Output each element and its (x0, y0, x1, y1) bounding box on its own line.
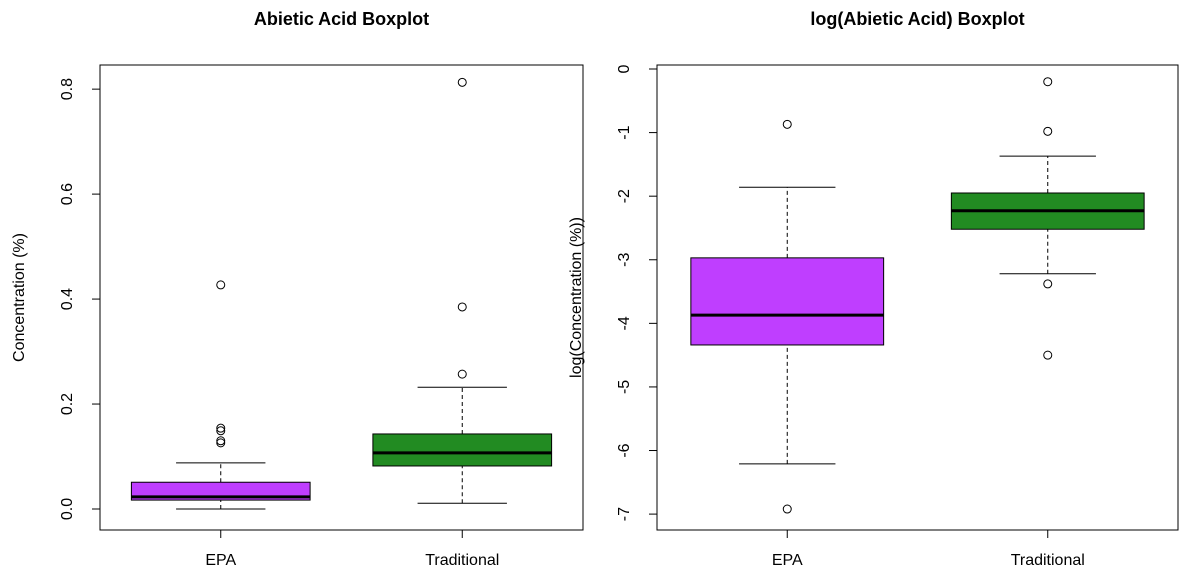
box (690, 257, 885, 346)
y-tick-label: -1 (616, 125, 633, 139)
chart-title: log(Abietic Acid) Boxplot (810, 9, 1024, 29)
y-tick-label: 0.0 (59, 498, 76, 520)
y-tick-label: -5 (616, 380, 633, 394)
outlier (216, 436, 226, 446)
x-tick-label: Traditional (425, 552, 499, 569)
outlier (216, 280, 226, 290)
outlier (457, 77, 467, 87)
x-tick-label: Traditional (1011, 552, 1085, 569)
x-tick-label: EPA (205, 552, 236, 569)
y-tick-label: 0.6 (59, 183, 76, 205)
y-axis-label: Concentration (%) (11, 233, 28, 362)
y-tick-label: -3 (616, 253, 633, 267)
y-tick-label: 0.2 (59, 393, 76, 415)
plot-frame (99, 64, 584, 531)
y-tick-label: 0.8 (59, 78, 76, 100)
outlier (457, 369, 467, 379)
y-tick-label: -4 (616, 316, 633, 330)
x-tick-label: EPA (772, 552, 803, 569)
y-tick-label: 0.4 (59, 288, 76, 310)
plot-frame (656, 64, 1179, 531)
outlier (782, 119, 792, 129)
outlier (782, 504, 792, 514)
y-tick-label: -6 (616, 443, 633, 457)
y-tick-label: 0 (616, 64, 633, 73)
outlier (1043, 126, 1053, 136)
outlier (216, 438, 226, 448)
outlier (1043, 350, 1053, 360)
y-axis-label: log(Concentration (%)) (568, 217, 585, 378)
outlier (457, 302, 467, 312)
outlier (1043, 77, 1053, 87)
y-tick-label: -7 (616, 507, 633, 521)
outlier (216, 426, 226, 436)
chart-title: Abietic Acid Boxplot (254, 9, 429, 29)
box (372, 433, 553, 467)
outlier (1043, 279, 1053, 289)
y-tick-label: -2 (616, 189, 633, 203)
outlier (216, 423, 226, 433)
